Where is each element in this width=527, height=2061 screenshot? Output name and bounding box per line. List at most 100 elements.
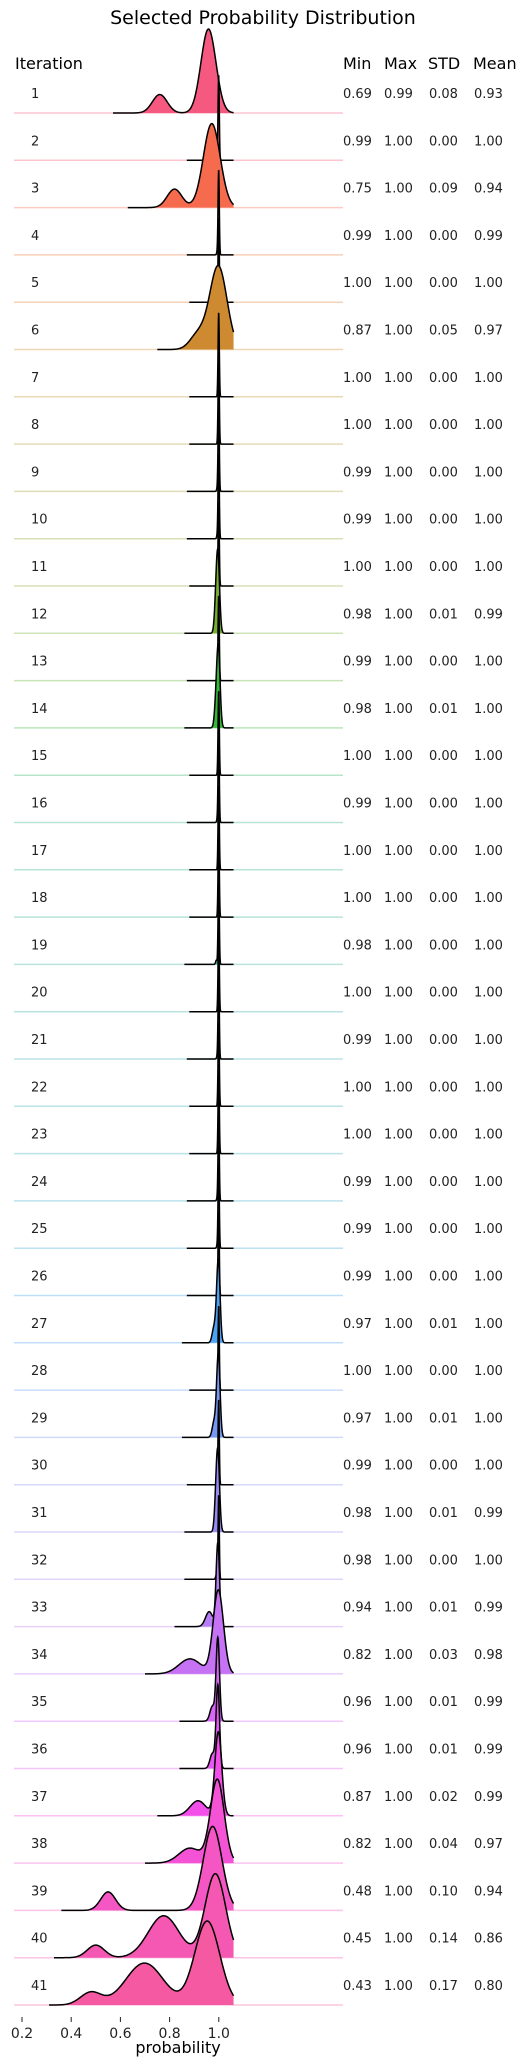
ridge-area (186, 454, 234, 539)
stat-max: 1.00 (384, 1080, 413, 1095)
ridge-area (186, 975, 234, 1059)
stat-std: 0.09 (429, 182, 458, 197)
stat-max: 1.00 (384, 1222, 413, 1237)
stat-max: 0.99 (384, 87, 413, 102)
ridge-outline (189, 312, 234, 398)
stat-max: 1.00 (384, 938, 413, 953)
stat-min: 0.98 (343, 607, 372, 622)
stat-mean: 1.00 (474, 702, 503, 717)
iteration-label: 24 (31, 1175, 48, 1190)
stat-std: 0.00 (429, 418, 458, 433)
iteration-label: 4 (31, 229, 39, 244)
ridge-area (186, 738, 234, 823)
stat-mean: 1.00 (474, 276, 503, 291)
stat-header-max: Max (384, 54, 417, 73)
stat-mean: 1.00 (474, 465, 503, 480)
ridge-area (189, 1022, 234, 1107)
stat-mean: 1.00 (474, 938, 503, 953)
iteration-label: 15 (31, 749, 48, 764)
stat-std: 0.00 (429, 1033, 458, 1048)
iteration-label: 23 (31, 1128, 48, 1143)
stat-min: 0.99 (343, 229, 372, 244)
stat-std: 0.01 (429, 702, 458, 717)
ridge-area (181, 1353, 234, 1438)
stat-mean: 0.99 (474, 1743, 503, 1758)
ridge-outline (145, 1778, 235, 1864)
stat-max: 1.00 (384, 134, 413, 149)
stat-min: 0.82 (343, 1648, 372, 1663)
stat-mean: 0.80 (474, 1979, 503, 1994)
stat-std: 0.01 (429, 1743, 458, 1758)
stat-max: 1.00 (384, 465, 413, 480)
stat-max: 1.00 (384, 1695, 413, 1710)
stat-mean: 1.00 (474, 797, 503, 812)
iteration-label: 12 (31, 607, 48, 622)
ridge-outline (49, 1920, 235, 2006)
ridge-row: 14 0.98 1.00 0.01 1.00 (14, 641, 503, 729)
stat-std: 0.00 (429, 938, 458, 953)
ridge-area (49, 1921, 234, 2005)
stat-max: 1.00 (384, 229, 413, 244)
ridge-row: 16 0.99 1.00 0.00 1.00 (14, 737, 503, 824)
x-tick-label: 0.2 (11, 2026, 33, 2042)
stat-min: 0.75 (343, 182, 372, 197)
iteration-label: 14 (31, 702, 48, 717)
stat-mean: 1.00 (474, 1364, 503, 1379)
ridge-row: 11 1.00 1.00 0.00 1.00 (14, 501, 503, 587)
iteration-label: 32 (31, 1553, 48, 1568)
iteration-label: 34 (31, 1648, 48, 1663)
ridge-area (189, 833, 234, 918)
stat-min: 1.00 (343, 276, 372, 291)
stat-min: 0.98 (343, 938, 372, 953)
stat-mean: 0.99 (474, 1790, 503, 1805)
ridge-area (184, 1495, 234, 1580)
stat-mean: 0.97 (474, 1837, 503, 1852)
ridge-area (186, 1116, 234, 1201)
ridge-area (127, 123, 234, 208)
iteration-label: 21 (31, 1033, 48, 1048)
ridge-row: 34 0.82 1.00 0.03 0.98 (14, 1589, 503, 1675)
ridge-outline (113, 28, 234, 114)
stat-mean: 0.99 (474, 607, 503, 622)
stat-std: 0.04 (429, 1837, 458, 1852)
ridge-area (186, 407, 234, 492)
iteration-label: 38 (31, 1837, 48, 1852)
stat-min: 1.00 (343, 986, 372, 1001)
stat-max: 1.00 (384, 371, 413, 386)
ridge-outline (189, 1305, 234, 1391)
stat-header-std: STD (428, 54, 460, 73)
iteration-label: 22 (31, 1080, 48, 1095)
ridge-outline (184, 880, 234, 966)
stat-mean: 0.93 (474, 87, 503, 102)
ridge-row: 35 0.96 1.00 0.01 0.99 (14, 1634, 503, 1722)
stat-max: 1.00 (384, 1648, 413, 1663)
stat-mean: 0.94 (474, 1884, 503, 1899)
ridges: 1 0.69 0.99 0.08 0.93 2 0.99 1.00 0.00 1.00 3 0.75 1… (14, 28, 503, 2006)
ridge-row: 31 0.98 1.00 0.01 0.99 (14, 1446, 503, 1533)
iteration-label: 36 (31, 1743, 48, 1758)
stat-min: 0.87 (343, 1790, 372, 1805)
ridge-outline (189, 832, 234, 918)
stat-std: 0.01 (429, 1695, 458, 1710)
stat-min: 1.00 (343, 749, 372, 764)
stat-min: 0.43 (343, 1979, 372, 1994)
stat-min: 0.99 (343, 797, 372, 812)
ridge-outline (157, 264, 235, 351)
stat-min: 0.97 (343, 1411, 372, 1426)
iteration-label: 11 (31, 560, 48, 575)
ridge-area (157, 265, 234, 350)
stat-std: 0.01 (429, 1601, 458, 1616)
iteration-label: 8 (31, 418, 39, 433)
iteration-label: 16 (31, 797, 48, 812)
stat-max: 1.00 (384, 797, 413, 812)
stat-mean: 1.00 (474, 844, 503, 859)
iteration-label: 2 (31, 134, 39, 149)
stat-std: 0.00 (429, 797, 458, 812)
stat-mean: 0.99 (474, 1695, 503, 1710)
iteration-label: 5 (31, 276, 39, 291)
stat-std: 0.00 (429, 1128, 458, 1143)
ridge-outline (61, 1825, 235, 1912)
stat-std: 0.01 (429, 1411, 458, 1426)
ridge-row: 26 0.99 1.00 0.00 1.00 (14, 1210, 503, 1297)
iteration-label: 25 (31, 1222, 48, 1237)
